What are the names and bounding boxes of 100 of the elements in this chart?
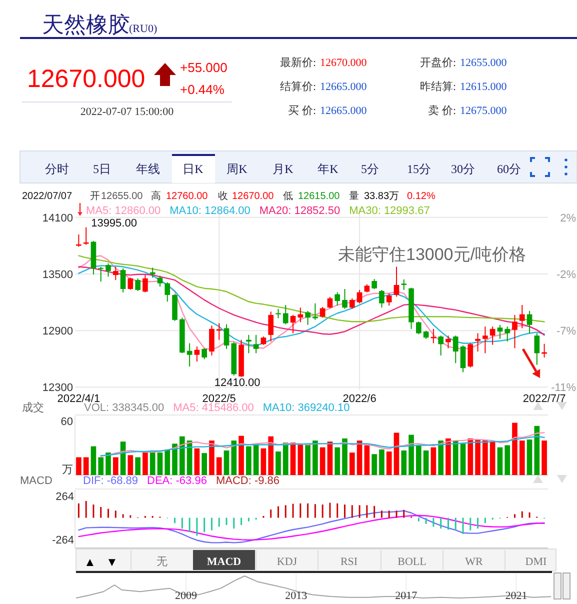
- line-series: [78, 510, 545, 544]
- text: 12665.000: [320, 105, 368, 117]
- y-tick-label: 264: [56, 491, 74, 504]
- bar: [164, 449, 170, 475]
- x-tick-label: 2017: [395, 590, 418, 602]
- text: 月K: [272, 162, 294, 176]
- bar: [282, 442, 288, 475]
- bar: [356, 440, 362, 475]
- text: 12760.00: [166, 191, 208, 202]
- bar: [76, 457, 82, 475]
- series-label: MACD: -9.86: [216, 475, 280, 487]
- bar: [416, 445, 422, 475]
- bar: [150, 452, 156, 475]
- text: 昨结算:: [420, 80, 456, 93]
- text: 60分: [497, 162, 521, 176]
- text: MA10: 369240.10: [262, 402, 350, 414]
- text: MA5: 12860.00: [86, 205, 161, 217]
- x-tick-label: 2022/7/7: [522, 393, 566, 405]
- bar: [468, 438, 474, 475]
- bar: [128, 455, 134, 475]
- text: ▼: [106, 555, 118, 569]
- bar: [452, 440, 458, 475]
- text: 5日: [93, 162, 111, 176]
- bar: [497, 447, 503, 475]
- text: 天然橡胶: [42, 12, 130, 37]
- bar: [423, 450, 429, 475]
- text: 12655.00: [101, 191, 144, 202]
- bar: [482, 439, 488, 475]
- bar: [246, 446, 252, 475]
- bar: [446, 438, 451, 475]
- x-tick-label: 2021: [505, 590, 528, 602]
- bar: [83, 457, 89, 475]
- text: 分时: [45, 162, 69, 176]
- y-axis-title: 万: [62, 464, 73, 476]
- y2-tick-label: -7%: [556, 326, 576, 338]
- text: 收: [218, 191, 228, 202]
- x-tick-label: 2009: [175, 590, 198, 602]
- y-tick-label: -264: [52, 534, 74, 546]
- text: 30分: [451, 162, 475, 176]
- text: 开: [90, 191, 100, 202]
- text: DMI: [525, 556, 548, 568]
- text: DIF: -68.89: [83, 475, 138, 487]
- bar: [430, 447, 436, 475]
- text: (RU0): [129, 23, 158, 35]
- bar: [172, 444, 178, 475]
- text: 33.83万: [364, 191, 400, 202]
- bar: [342, 438, 348, 475]
- text: 开盘价:: [420, 57, 456, 69]
- bar: [542, 440, 547, 475]
- bar: [90, 446, 96, 475]
- bar: [438, 440, 444, 475]
- bar: [526, 439, 532, 475]
- bar: [408, 434, 414, 475]
- text: WR: [465, 556, 484, 568]
- y-tick-label: 12900: [42, 326, 73, 338]
- text: 量: [349, 191, 359, 202]
- bar: [334, 447, 340, 475]
- bar: [504, 445, 510, 475]
- annotation: 12410.00: [214, 376, 260, 389]
- text: MA30: 12993.67: [349, 205, 430, 217]
- text: 60: [60, 416, 73, 428]
- bar: [460, 444, 466, 475]
- bar: [327, 442, 333, 475]
- text: 12615.000: [460, 81, 508, 93]
- text: 12670.000: [320, 57, 368, 69]
- text: 12675.000: [460, 105, 508, 117]
- text: 2022/07/07: [22, 191, 72, 202]
- text: 周K: [226, 162, 248, 176]
- text: MA5: 415486.00: [173, 402, 254, 414]
- text: BOLL: [398, 556, 427, 568]
- bar: [112, 457, 118, 475]
- x-tick-label: 2022/4/1: [57, 393, 100, 405]
- bar: [202, 453, 207, 475]
- text: 最新价:: [280, 56, 316, 69]
- bar: [157, 452, 163, 475]
- chart-title: MACD: [20, 475, 52, 487]
- text: +55.000: [180, 60, 228, 75]
- text: 低: [283, 191, 293, 202]
- text: RSI: [340, 556, 358, 568]
- bar: [106, 452, 111, 475]
- bar: [379, 449, 384, 475]
- text: 卖 价:: [428, 104, 456, 117]
- text: 12655.000: [460, 57, 508, 69]
- text: 12615.00: [298, 191, 340, 202]
- text: KDJ: [276, 556, 298, 568]
- annotation: 未能守住13000元/吨价格: [338, 245, 526, 264]
- y2-tick-label: -2%: [556, 269, 576, 282]
- bar: [142, 452, 148, 475]
- text: 2022-07-07 15:00:00: [80, 106, 174, 118]
- text: MA20: 12852.50: [259, 205, 340, 217]
- bar: [372, 454, 377, 475]
- bar: [401, 450, 407, 475]
- bar: [224, 450, 230, 475]
- y2-tick-label: 2%: [560, 212, 576, 224]
- line-series: [78, 514, 545, 541]
- text: 结算价:: [280, 80, 316, 93]
- bar: [364, 445, 370, 475]
- text: 年线: [136, 162, 160, 176]
- text: 12670.00: [232, 191, 274, 202]
- x-tick-label: 2022/5: [202, 393, 236, 405]
